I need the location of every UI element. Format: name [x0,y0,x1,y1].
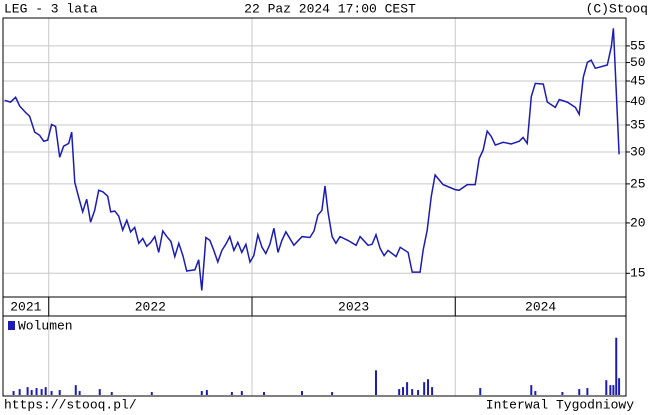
y-tick-label: 25 [630,176,646,191]
volume-bar [74,385,77,395]
volume-bar [561,392,564,395]
footer-left: https://stooq.pl/ [4,397,137,412]
volume-bar [402,387,405,395]
volume-bar [150,392,153,395]
volume-bar [200,391,203,395]
year-label: 2021 [10,299,41,314]
volume-bar [411,389,414,395]
volume-bar [615,337,618,395]
y-tick-label: 35 [630,117,646,132]
marks [4,28,621,395]
volume-bar [374,370,377,395]
volume-bar [618,378,621,395]
volume-bar [534,391,537,395]
volume-bar [18,389,21,395]
volume-bar [110,392,113,395]
y-tick-label: 20 [630,215,646,230]
volume-bar [586,388,589,395]
volume-bar [331,392,334,395]
volume-bar [44,387,47,395]
volume-bar [58,390,61,395]
volume-bar [78,391,81,395]
volume-bar [40,389,43,395]
price-line [4,28,620,291]
volume-bar [98,389,101,395]
legend-swatch [8,321,15,330]
volume-bar [427,379,430,395]
footer-right: Interwal Tygodniowy [486,397,634,412]
year-label: 2022 [135,299,166,314]
volume-bar [406,382,409,395]
legend-label: Wolumen [18,318,73,333]
volume-bar [417,390,420,395]
volume-frame [2,315,627,397]
volume-bar [262,392,265,395]
header-right: (C)Stooq [586,1,648,16]
volume-bar [12,391,15,395]
grid [3,18,630,396]
y-tick-label: 55 [630,38,646,53]
header-left: LEG - 3 lata [4,1,98,16]
volume-bar [26,387,29,395]
y-tick-label: 50 [630,55,646,70]
header-center: 22 Paz 2024 17:00 CEST [244,1,416,16]
volume-bar [230,392,233,395]
volume-bar [578,389,581,395]
y-tick-label: 15 [630,266,646,281]
volume-bar [300,391,303,395]
year-label: 2023 [338,299,369,314]
volume-bar [612,385,615,395]
volume-bar [530,385,533,395]
y-tick-label: 30 [630,144,646,159]
volume-bar [431,387,434,395]
volume-bar [423,382,426,395]
y-tick-label: 45 [630,73,646,88]
y-tick-label: 40 [630,94,646,109]
volume-bar [398,389,401,395]
volume-bar [609,385,612,395]
year-label: 2024 [525,299,556,314]
volume-bar [605,380,608,395]
volume-bar [50,391,53,395]
volume-bar [205,390,208,395]
volume-bar [35,388,38,395]
volume-bar [240,391,243,395]
volume-bar [479,388,482,395]
volume-bar [30,390,33,395]
